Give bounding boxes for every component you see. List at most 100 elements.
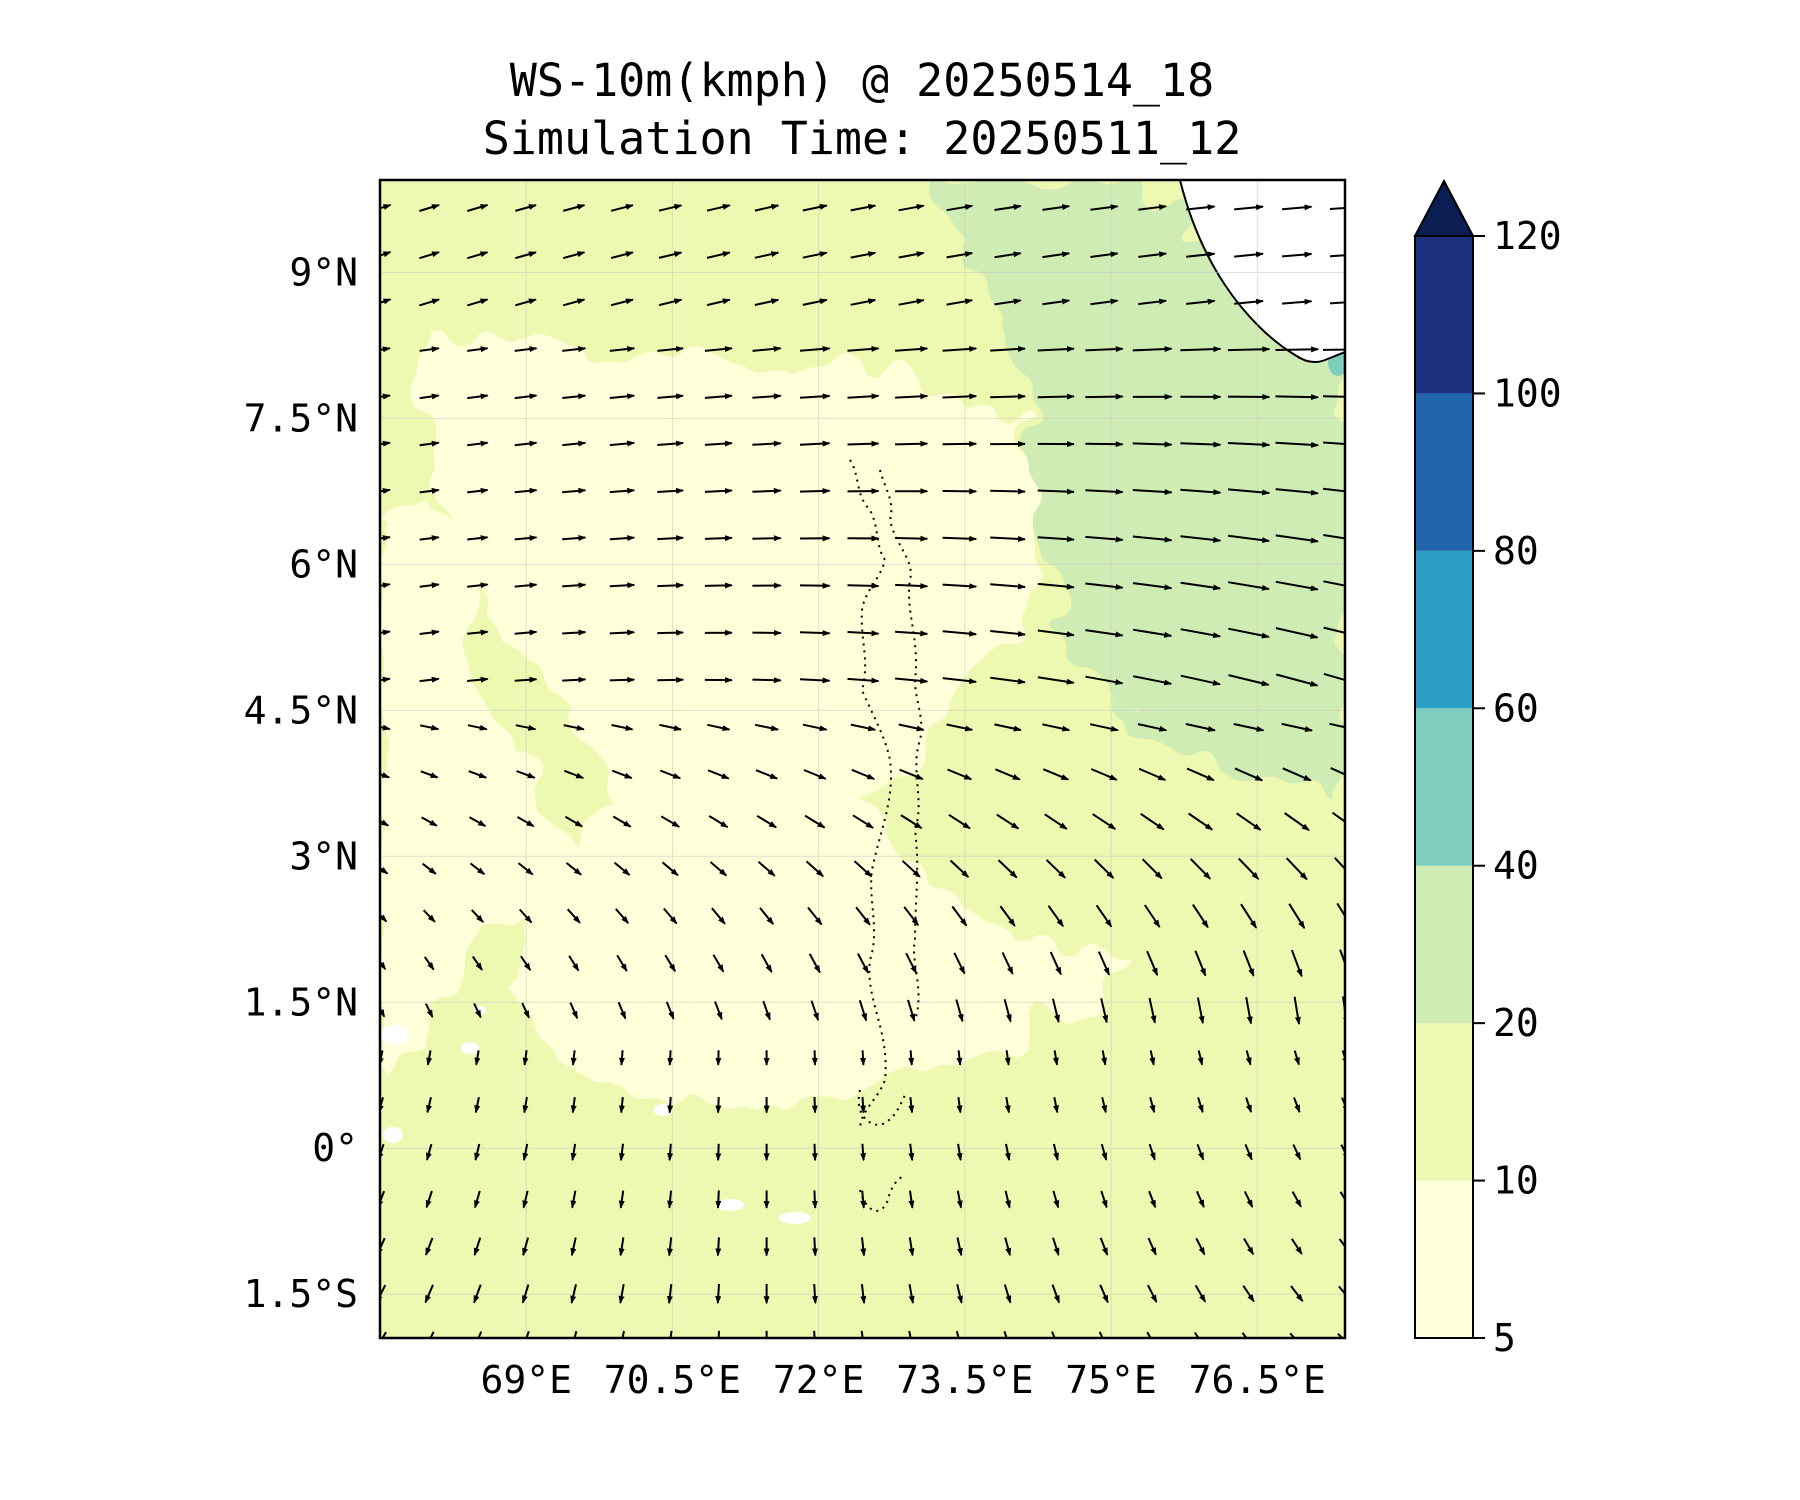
wind-arrow — [754, 298, 780, 306]
lon-tick-label: 75°E — [1065, 1358, 1157, 1402]
wind-arrow — [618, 1096, 625, 1114]
wind-arrow — [657, 629, 685, 636]
wind-arrow — [1338, 1238, 1345, 1255]
wind-arrow — [1288, 903, 1306, 930]
wind-arrow — [1085, 535, 1124, 543]
wind-arrow — [562, 487, 587, 494]
wind-arrow — [1336, 902, 1345, 918]
colorbar: 5 10 20 40 60 80 100 120 — [1413, 178, 1562, 1360]
wind-arrow — [1133, 675, 1173, 686]
lon-tick-label: 73.5°E — [896, 1358, 1033, 1402]
wind-arrow — [1146, 1331, 1152, 1338]
wind-arrow — [1323, 672, 1345, 682]
wind-arrow — [1037, 346, 1075, 353]
wind-arrow — [1037, 536, 1075, 543]
wind-arrow — [1180, 346, 1222, 353]
wind-arrow — [611, 724, 634, 731]
chart-title: WS-10m(kmph) @ 20250514_18 — [510, 54, 1214, 107]
wind-arrow — [570, 1096, 577, 1114]
wind-arrow — [1093, 858, 1115, 879]
wind-arrow — [709, 861, 728, 877]
wind-arrow — [990, 630, 1026, 637]
wind-arrow — [422, 909, 436, 923]
colorbar-tick-label: 10 — [1493, 1159, 1539, 1203]
wind-arrow — [421, 816, 438, 827]
wind-arrow — [657, 582, 685, 589]
wind-arrow — [1132, 582, 1173, 591]
wind-arrow — [1100, 998, 1109, 1024]
wind-arrow — [618, 1237, 625, 1257]
wind-arrow — [515, 204, 537, 212]
wind-arrow — [1001, 951, 1014, 975]
wind-arrow — [1004, 1190, 1011, 1209]
wind-arrow — [708, 815, 729, 829]
wind-arrow — [715, 1237, 722, 1257]
wind-arrow — [425, 1190, 433, 1209]
wind-arrow — [419, 487, 440, 494]
wind-arrow — [1085, 675, 1124, 686]
wind-arrow — [851, 768, 876, 780]
wind-arrow — [562, 298, 586, 307]
wind-arrow — [1148, 1143, 1156, 1161]
wind-arrow — [657, 535, 685, 542]
wind-arrow — [715, 1284, 722, 1305]
wind-arrow — [609, 440, 636, 447]
field-5-10-central — [420, 330, 1040, 1110]
wind-arrow — [611, 769, 633, 780]
wind-arrow — [990, 393, 1026, 400]
wind-arrow — [956, 1190, 963, 1209]
wind-arrow — [1197, 1050, 1204, 1066]
wind-arrow — [810, 1000, 820, 1022]
wind-arrow — [1186, 298, 1216, 305]
wind-arrow — [419, 204, 440, 212]
wind-arrow — [903, 906, 919, 926]
wind-arrow — [1138, 298, 1168, 306]
wind-arrow — [908, 1284, 915, 1304]
wind-arrow — [1003, 1284, 1012, 1304]
wind-arrow — [1275, 580, 1319, 592]
wind-arrow — [666, 1283, 673, 1305]
wind-arrow — [467, 582, 489, 589]
wind-arrow — [799, 677, 831, 684]
wind-arrow — [1044, 813, 1068, 830]
wind-arrow — [426, 1096, 432, 1114]
wind-arrow — [1275, 534, 1319, 544]
wind-arrow — [515, 724, 537, 731]
wind-arrow — [609, 535, 636, 542]
wind-arrow — [850, 251, 877, 259]
wind-arrow — [706, 298, 731, 307]
colorbar-tick-label: 100 — [1493, 371, 1562, 415]
wind-arrow — [1195, 1190, 1205, 1209]
wind-arrow — [1291, 1191, 1302, 1208]
wind-arrow — [1192, 904, 1209, 929]
lat-tick-label: 4.5°N — [244, 688, 358, 732]
wind-arrow — [898, 251, 925, 259]
wind-arrow — [474, 1097, 481, 1114]
wind-arrow — [1227, 441, 1271, 448]
wind-arrow — [419, 298, 440, 307]
wind-arrow — [850, 723, 877, 732]
wind-arrow — [1090, 204, 1119, 211]
wind-arrow — [1194, 950, 1207, 977]
wind-arrow — [618, 1284, 625, 1304]
colorbar-segment — [1415, 393, 1473, 551]
wind-arrow — [514, 346, 538, 353]
wind-arrow — [1186, 251, 1216, 258]
wind-arrow — [1243, 1237, 1255, 1256]
wind-arrow — [1323, 626, 1345, 634]
wind-arrow — [564, 769, 585, 779]
wind-arrow — [425, 1143, 433, 1161]
wind-arrow — [570, 1190, 577, 1209]
wind-arrow — [657, 346, 684, 352]
wind-arrow — [1132, 535, 1173, 543]
wind-arrow — [704, 440, 733, 447]
wind-arrow — [860, 1143, 867, 1162]
wind-arrow — [905, 952, 918, 975]
wind-arrow — [570, 1143, 577, 1162]
wind-arrow — [948, 813, 971, 830]
wind-arrow — [899, 768, 924, 781]
wind-arrow — [1275, 673, 1319, 687]
chart-subtitle: Simulation Time: 20250511_12 — [483, 112, 1242, 165]
wind-arrow — [467, 393, 489, 400]
